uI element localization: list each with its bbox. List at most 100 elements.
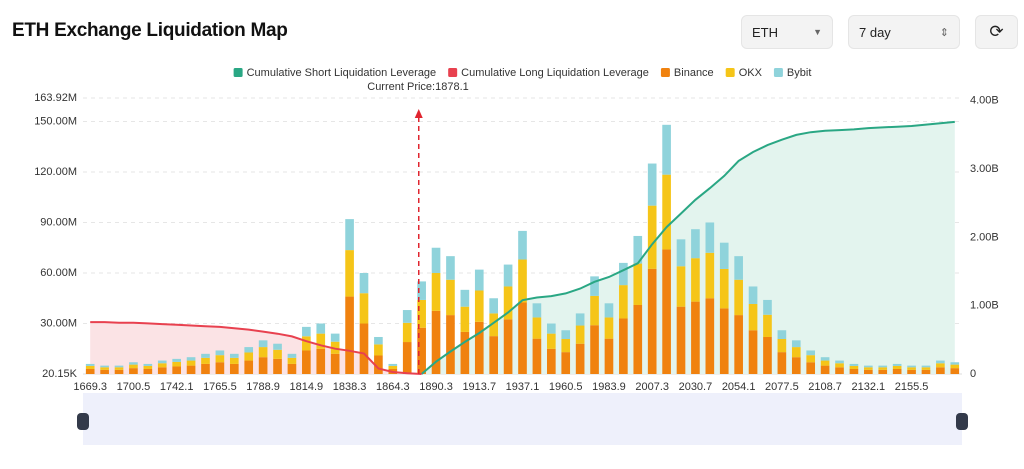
bar-segment: [662, 174, 671, 250]
bar-segment: [114, 367, 124, 370]
bar-segment: [777, 339, 787, 353]
bar-segment: [258, 357, 268, 374]
bar-segment: [359, 323, 369, 374]
period-value: 7 day: [859, 24, 891, 40]
x-tick-label: 1669.3: [73, 381, 107, 393]
x-tick-label: 2077.5: [765, 381, 799, 393]
bar-segment: [244, 360, 254, 374]
bar-segment: [100, 365, 109, 368]
bar-segment: [907, 367, 916, 370]
legend-swatch: [725, 68, 735, 77]
bar-segment: [302, 350, 311, 374]
bar-segment: [734, 256, 743, 280]
x-tick-label: 1960.5: [549, 381, 583, 393]
bar-segment: [604, 317, 614, 339]
bar-segment: [561, 339, 571, 353]
bar-segment: [691, 258, 700, 302]
bar-segment: [345, 296, 354, 374]
x-tick-label: 1700.5: [117, 381, 151, 393]
bar-segment: [201, 363, 210, 374]
bar-segment: [85, 368, 95, 374]
y-tick-label: 20.15K: [42, 368, 78, 380]
area-fill: [421, 121, 955, 375]
bar-segment: [215, 350, 225, 356]
dropdown-arrow: ▼: [813, 27, 822, 37]
refresh-button[interactable]: ⟳: [975, 15, 1018, 49]
x-tick-label: 2155.5: [895, 381, 929, 393]
legend-swatch: [773, 68, 783, 77]
bar-segment: [143, 363, 153, 366]
bar-segment: [878, 365, 888, 368]
bar-segment: [446, 256, 455, 280]
bar-segment: [273, 358, 282, 374]
bar-segment: [518, 302, 527, 374]
bar-segment: [129, 362, 138, 365]
coin-select[interactable]: ETH ▼: [741, 15, 833, 49]
watermark: coinglass: [878, 343, 952, 360]
bar-segment: [330, 353, 340, 374]
bar-segment: [489, 336, 499, 374]
bar-segment: [345, 219, 354, 251]
bar-segment: [705, 298, 715, 374]
bar-segment: [143, 368, 153, 374]
bar-segment: [287, 363, 297, 374]
bar-segment: [748, 303, 758, 331]
y-tick-label: 120.00M: [34, 166, 77, 178]
bar-segment: [734, 279, 743, 316]
bar-segment: [273, 349, 282, 359]
page-title: ETH Exchange Liquidation Map: [12, 20, 288, 41]
bar-segment: [359, 272, 369, 294]
bar-segment: [907, 369, 916, 374]
bar-segment: [748, 330, 758, 374]
bar-segment: [575, 343, 585, 374]
bar-segment: [676, 266, 686, 307]
period-select[interactable]: 7 day ⇕: [848, 15, 960, 49]
bar-segment: [546, 333, 556, 349]
line: [90, 321, 422, 375]
bar-segment: [936, 363, 945, 368]
legend-item[interactable]: Cumulative Short Liquidation Leverage: [233, 67, 437, 79]
range-slider: [83, 393, 962, 445]
bar-segment: [820, 365, 830, 374]
bar-segment: [619, 285, 628, 319]
bar-segment: [417, 327, 426, 374]
bar-segment: [417, 299, 426, 328]
y-tick-label: 90.00M: [40, 216, 77, 228]
bar-segment: [763, 336, 772, 374]
watermark-logo: [855, 346, 873, 362]
bars: [85, 124, 960, 374]
current-price-arrow: [414, 109, 423, 118]
bar-segment: [878, 369, 888, 374]
bar-segment: [474, 290, 484, 322]
bar-segment: [561, 352, 571, 374]
x-tick-label: 1983.9: [592, 381, 626, 393]
y2-tick-label: 4.00B: [970, 95, 999, 107]
legend: Cumulative Short Liquidation Leverage Cum…: [233, 67, 811, 79]
legend-item[interactable]: OKX: [725, 67, 763, 79]
bar-segment: [532, 303, 542, 318]
x-tick-label: 2132.1: [852, 381, 886, 393]
bar-segment: [892, 365, 902, 369]
bar-segment: [489, 298, 499, 314]
legend-item[interactable]: Bybit: [773, 67, 811, 79]
bar-segment: [719, 308, 729, 374]
bar-segment: [316, 323, 326, 334]
y2-tick-label: 3.00B: [970, 163, 999, 175]
bar-segment: [604, 338, 614, 374]
bar-segment: [417, 281, 426, 300]
bar-segment: [258, 340, 268, 348]
y-tick-label: 30.00M: [40, 317, 77, 329]
legend-item[interactable]: Binance: [660, 67, 714, 79]
bar-segment: [446, 279, 455, 316]
bar-segment: [157, 367, 167, 374]
x-tick-label: 1890.3: [419, 381, 453, 393]
legend-item[interactable]: Cumulative Long Liquidation Leverage: [448, 67, 649, 79]
bar-segment: [302, 326, 311, 337]
bar-segment: [532, 338, 542, 374]
bar-segment: [201, 353, 210, 358]
bar-segment: [215, 355, 225, 363]
bar-segment: [546, 323, 556, 334]
bar-segment: [172, 361, 181, 367]
bar-segment: [229, 357, 239, 364]
